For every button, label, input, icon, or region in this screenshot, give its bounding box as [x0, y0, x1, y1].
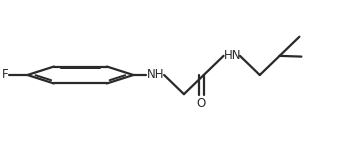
Text: O: O: [197, 97, 206, 110]
Text: HN: HN: [224, 49, 242, 62]
Text: F: F: [2, 69, 8, 81]
Text: NH: NH: [147, 69, 164, 81]
